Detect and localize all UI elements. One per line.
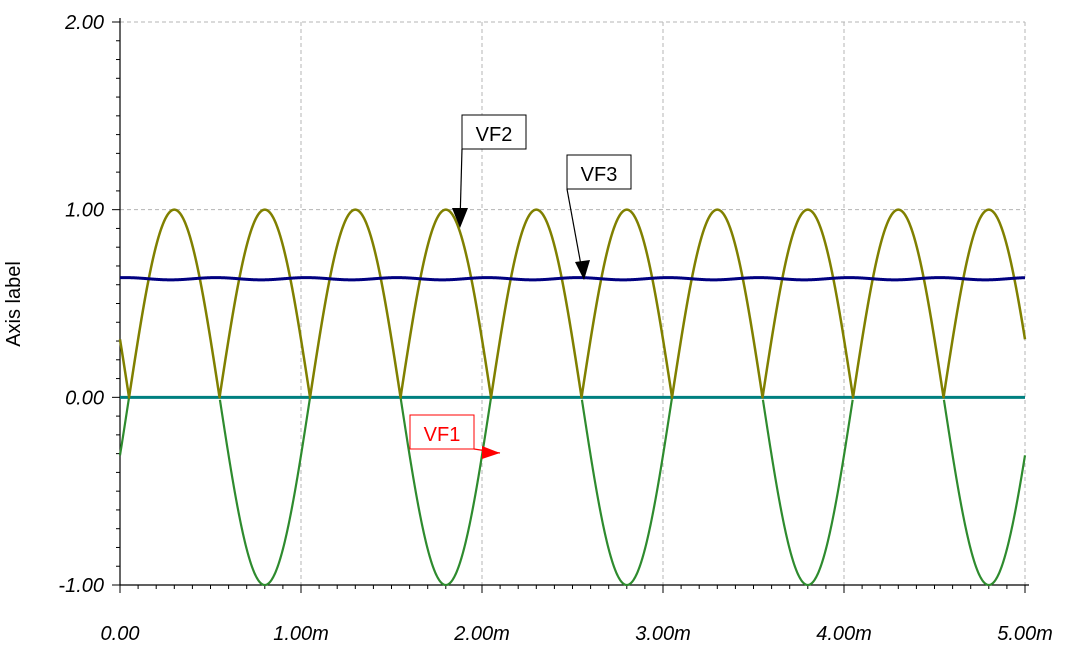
- y-tick-label: 1.00: [65, 200, 104, 222]
- x-tick-label: 1.00m: [273, 623, 329, 645]
- x-tick-label: 4.00m: [816, 623, 872, 645]
- annotation-vf3-text: VF3: [581, 164, 618, 186]
- annotation-vf3-arrowhead: [575, 260, 590, 280]
- annotation-vf1-arrowhead: [482, 446, 500, 459]
- annotation-vf3-box: [566, 154, 632, 190]
- y-tick-label: 0.00: [65, 387, 104, 409]
- annotation-vf2-text: VF2: [476, 124, 513, 146]
- y-tick-label: 2.00: [64, 12, 104, 34]
- y-axis-title: Axis label: [3, 261, 25, 347]
- x-tick-label: 5.00m: [997, 623, 1053, 645]
- annotation-vf2-box: [461, 114, 527, 150]
- series-vf3-line: [118, 276, 1027, 282]
- y-tick-label: -1.00: [58, 575, 104, 597]
- tick-labels: 0.00 1.00m 2.00m 3.00m 4.00m 5.00m -1.00 0.00 1.…: [58, 12, 1052, 645]
- x-tick-label: 3.00m: [635, 623, 691, 645]
- annotation-vf2-arrowhead: [452, 208, 468, 228]
- axes: [112, 18, 1029, 593]
- x-tick-label: 2.00m: [453, 623, 510, 645]
- annotation-vf1-box: [409, 414, 475, 450]
- x-tick-label: 0.00: [101, 623, 140, 645]
- annotations: VF2 VF3 VF1: [409, 114, 632, 459]
- annotation-vf1-text: VF1: [424, 424, 461, 446]
- series-half-wave-line: [118, 397, 1027, 587]
- series-vf2-line: [118, 208, 1027, 399]
- series-layer: [118, 208, 1027, 587]
